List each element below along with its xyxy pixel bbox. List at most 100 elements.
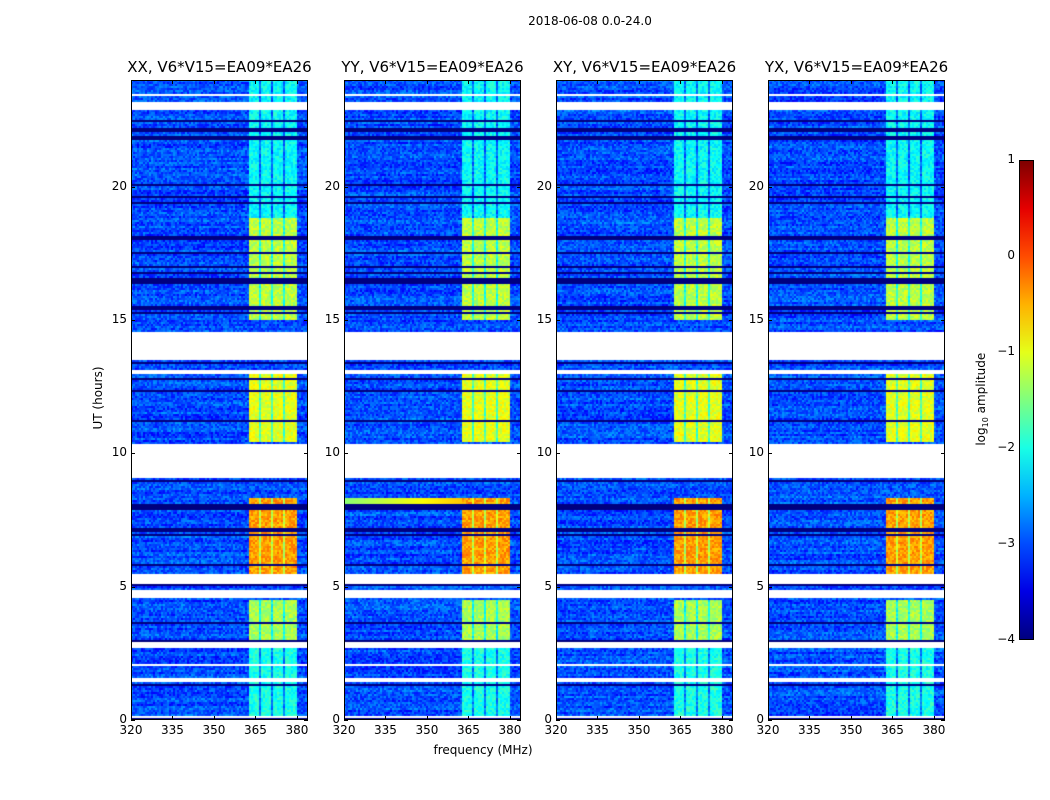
- colorbar-label-suffix: amplitude: [973, 352, 988, 418]
- x-tick-mark: [680, 716, 682, 720]
- colorbar-label-sub: 10: [981, 417, 991, 428]
- x-tick-label: 365: [881, 723, 904, 737]
- y-tick-mark: [131, 453, 135, 455]
- y-tick-label: 15: [536, 312, 552, 326]
- y-tick-label: 0: [544, 712, 552, 726]
- y-tick-label: 10: [111, 445, 127, 460]
- y-tick-mark: [729, 320, 733, 321]
- panel-1: XX, V6*V15=EA09*EA26 0 5 10 15 20 320 335 350 365…: [112, 58, 312, 737]
- axes-frame: [556, 80, 733, 720]
- x-tick-label: 350: [627, 723, 651, 737]
- y-axis-label: UT (hours): [91, 366, 105, 430]
- panel-4: YX, V6*V15=EA09*EA26 0 5 10 15 20 320 335 350 365…: [749, 58, 948, 737]
- colorbar-tick-label: −2: [997, 440, 1015, 454]
- y-tick-mark: [941, 186, 945, 188]
- y-tick-label: 0: [119, 712, 127, 726]
- x-tick-mark: [809, 716, 811, 720]
- heatmap: [131, 80, 308, 720]
- y-tick-mark: [131, 320, 135, 321]
- x-tick-mark: [556, 716, 557, 720]
- x-tick-mark: [385, 80, 387, 84]
- x-tick-mark: [721, 716, 723, 720]
- y-tick-label: 10: [748, 445, 764, 460]
- y-tick-mark: [768, 453, 772, 455]
- x-tick-label: 320: [544, 723, 568, 737]
- x-tick-label: 380: [285, 723, 309, 737]
- panel-3: XY, V6*V15=EA09*EA26 0 5 10 15 20 320 335 350 365…: [537, 58, 736, 737]
- y-tick-mark: [556, 320, 560, 321]
- x-tick-label: 335: [586, 723, 609, 737]
- y-tick-mark: [304, 186, 308, 188]
- x-tick-label: 350: [839, 723, 863, 737]
- axes-frame: [344, 80, 521, 720]
- x-tick-mark: [509, 80, 511, 84]
- figure-title: 2018-06-08 0.0-24.0: [528, 14, 652, 28]
- y-tick-mark: [729, 186, 733, 188]
- y-tick-mark: [941, 453, 945, 455]
- x-tick-mark: [768, 80, 769, 84]
- colorbar-tick-label: 0: [1007, 248, 1015, 262]
- x-tick-mark: [721, 80, 723, 84]
- y-tick-label: 5: [544, 578, 552, 593]
- x-tick-mark: [892, 716, 894, 720]
- y-tick-mark: [517, 320, 521, 321]
- x-tick-mark: [344, 716, 345, 720]
- y-tick-label: 15: [748, 312, 764, 326]
- y-tick-mark: [344, 720, 348, 721]
- x-tick-label: 320: [119, 723, 143, 737]
- colorbar-tick-label: −1: [997, 344, 1015, 358]
- x-tick-mark: [933, 716, 935, 720]
- y-tick-mark: [344, 453, 348, 455]
- colorbar-tick-label: −4: [997, 632, 1015, 646]
- x-tick-mark: [680, 80, 682, 84]
- colorbar: [1019, 160, 1034, 640]
- y-tick-mark: [131, 586, 135, 588]
- x-tick-label: 335: [798, 723, 821, 737]
- heatmap: [556, 80, 733, 720]
- y-tick-mark: [556, 453, 560, 455]
- x-tick-mark: [468, 80, 470, 84]
- y-tick-mark: [556, 186, 560, 188]
- panel-title: YX, V6*V15=EA09*EA26: [764, 58, 949, 76]
- x-tick-mark: [850, 80, 852, 84]
- y-tick-mark: [304, 320, 308, 321]
- x-tick-mark: [850, 716, 852, 720]
- y-tick-mark: [768, 720, 772, 721]
- x-tick-mark: [255, 80, 257, 84]
- y-tick-mark: [131, 186, 135, 188]
- x-tick-mark: [213, 80, 215, 84]
- y-tick-mark: [517, 186, 521, 188]
- x-tick-mark: [172, 716, 174, 720]
- x-tick-label: 380: [710, 723, 734, 737]
- x-tick-label: 320: [756, 723, 780, 737]
- x-tick-label: 365: [457, 723, 480, 737]
- y-tick-mark: [517, 720, 521, 721]
- x-tick-label: 365: [244, 723, 267, 737]
- x-tick-label: 350: [415, 723, 439, 737]
- y-tick-label: 20: [536, 178, 552, 193]
- y-tick-mark: [768, 186, 772, 188]
- y-tick-label: 5: [119, 578, 127, 593]
- y-tick-label: 15: [111, 312, 127, 326]
- x-tick-mark: [385, 716, 387, 720]
- y-tick-label: 20: [324, 178, 340, 193]
- y-tick-label: 5: [756, 578, 764, 593]
- x-tick-label: 320: [332, 723, 356, 737]
- x-tick-mark: [597, 716, 599, 720]
- x-tick-mark: [768, 716, 769, 720]
- colorbar-tick-label: −3: [997, 536, 1015, 550]
- axes-frame: [768, 80, 945, 720]
- x-tick-mark: [344, 80, 345, 84]
- x-tick-mark: [809, 80, 811, 84]
- x-tick-mark: [426, 80, 428, 84]
- y-tick-mark: [768, 586, 772, 588]
- x-tick-mark: [131, 716, 132, 720]
- x-tick-mark: [255, 716, 257, 720]
- y-tick-mark: [941, 320, 945, 321]
- y-tick-mark: [131, 720, 135, 721]
- y-tick-label: 5: [332, 578, 340, 593]
- y-tick-mark: [344, 320, 348, 321]
- y-tick-mark: [768, 320, 772, 321]
- colorbar-tick-label: 1: [1007, 152, 1015, 166]
